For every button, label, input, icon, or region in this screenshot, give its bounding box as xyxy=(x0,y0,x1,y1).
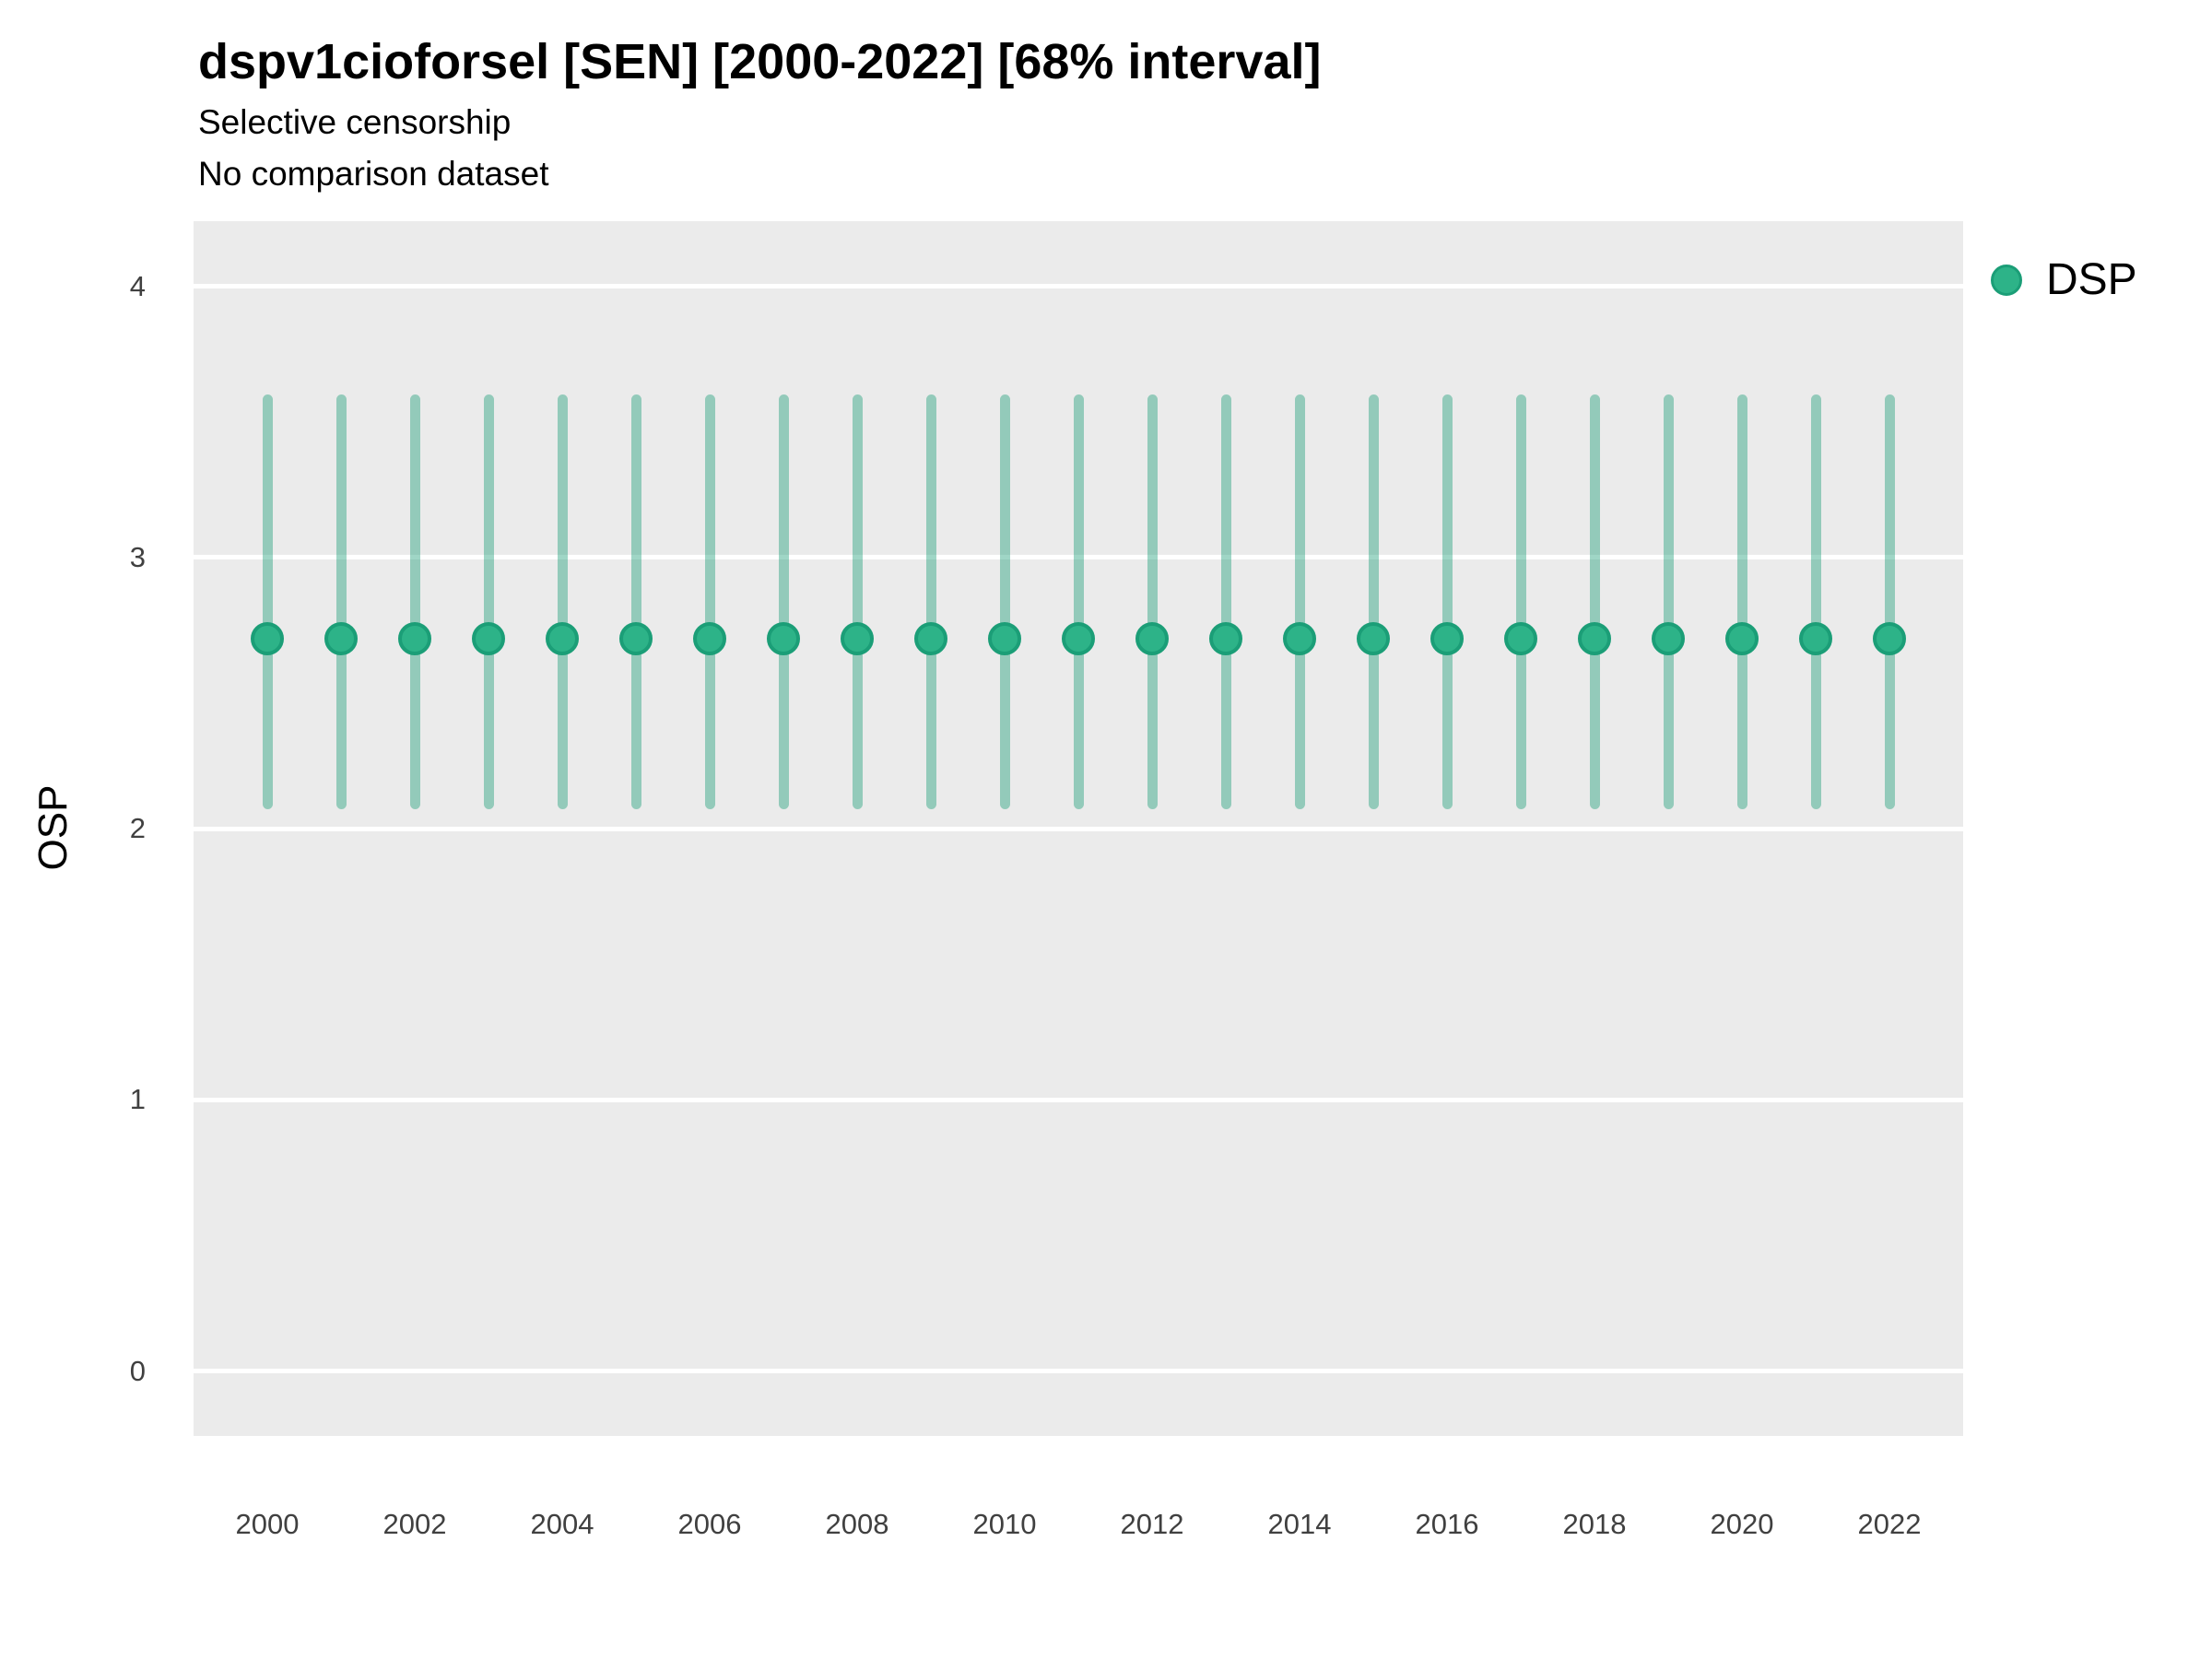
x-tick-label: 2006 xyxy=(677,1508,742,1540)
interval-bar xyxy=(1589,394,1600,810)
chart-subtitle-1: Selective censorship xyxy=(198,103,512,141)
data-point xyxy=(472,622,505,656)
x-tick-label: 2018 xyxy=(1562,1508,1627,1540)
x-tick-label: 2016 xyxy=(1415,1508,1479,1540)
x-tick-label: 2000 xyxy=(235,1508,300,1540)
interval-bar xyxy=(1368,394,1379,810)
x-tick-label: 2010 xyxy=(972,1508,1037,1540)
chart-title: dspv1cioforsel [SEN] [2000-2022] [68% in… xyxy=(198,34,1322,89)
x-tick-label: 2020 xyxy=(1710,1508,1774,1540)
data-point xyxy=(398,622,431,656)
data-point xyxy=(1504,622,1537,656)
interval-bar xyxy=(778,394,789,810)
x-tick-label: 2004 xyxy=(530,1508,594,1540)
data-point xyxy=(1283,622,1316,656)
data-point xyxy=(767,622,800,656)
interval-bar xyxy=(999,394,1010,810)
data-point xyxy=(988,622,1021,656)
interval-bar xyxy=(1884,394,1895,810)
data-point xyxy=(324,622,358,656)
data-point xyxy=(251,622,284,656)
data-point xyxy=(546,622,579,656)
data-point xyxy=(1725,622,1759,656)
interval-bar xyxy=(262,394,273,810)
interval-bar xyxy=(335,394,347,810)
data-point xyxy=(693,622,726,656)
interval-bar xyxy=(1294,394,1305,810)
interval-bar xyxy=(1663,394,1674,810)
data-point xyxy=(914,622,947,656)
x-tick-label: 2014 xyxy=(1267,1508,1332,1540)
x-tick-label: 2008 xyxy=(825,1508,889,1540)
interval-bar xyxy=(630,394,641,810)
x-tick-label: 2002 xyxy=(382,1508,447,1540)
data-point xyxy=(1578,622,1611,656)
interval-bar xyxy=(1220,394,1231,810)
y-tick-label: 1 xyxy=(129,1083,146,1116)
gridline-y-1 xyxy=(194,1097,1963,1102)
plot-panel xyxy=(194,221,1963,1436)
interval-bar xyxy=(409,394,420,810)
gridline-y-3 xyxy=(194,555,1963,560)
legend-label: DSP xyxy=(2046,255,2137,304)
interval-bar xyxy=(483,394,494,810)
interval-bar xyxy=(1147,394,1158,810)
data-point xyxy=(619,622,653,656)
interval-bar xyxy=(1736,394,1747,810)
y-tick-label: 0 xyxy=(129,1354,146,1387)
data-point xyxy=(1135,622,1169,656)
interval-bar xyxy=(925,394,936,810)
interval-bar xyxy=(1441,394,1453,810)
y-tick-label: 2 xyxy=(129,812,146,844)
legend: DSP xyxy=(1991,254,2137,305)
data-point xyxy=(1062,622,1095,656)
data-point xyxy=(1652,622,1685,656)
data-point xyxy=(1209,622,1242,656)
gridline-y-2 xyxy=(194,826,1963,831)
interval-bar xyxy=(1810,394,1821,810)
legend-circle-icon xyxy=(1991,264,2022,296)
chart-subtitle-2: No comparison dataset xyxy=(198,155,549,193)
data-point xyxy=(841,622,874,656)
x-tick-label: 2012 xyxy=(1120,1508,1184,1540)
gridline-y-0 xyxy=(194,1369,1963,1373)
x-tick-label: 2022 xyxy=(1857,1508,1922,1540)
interval-bar xyxy=(557,394,568,810)
y-tick-label: 4 xyxy=(129,269,146,302)
data-point xyxy=(1430,622,1464,656)
data-point xyxy=(1357,622,1390,656)
gridline-y-4 xyxy=(194,284,1963,288)
interval-bar xyxy=(1515,394,1526,810)
y-tick-label: 3 xyxy=(129,540,146,573)
data-point xyxy=(1799,622,1832,656)
data-point xyxy=(1873,622,1906,656)
interval-bar xyxy=(1073,394,1084,810)
interval-bar xyxy=(704,394,715,810)
interval-bar xyxy=(852,394,863,810)
